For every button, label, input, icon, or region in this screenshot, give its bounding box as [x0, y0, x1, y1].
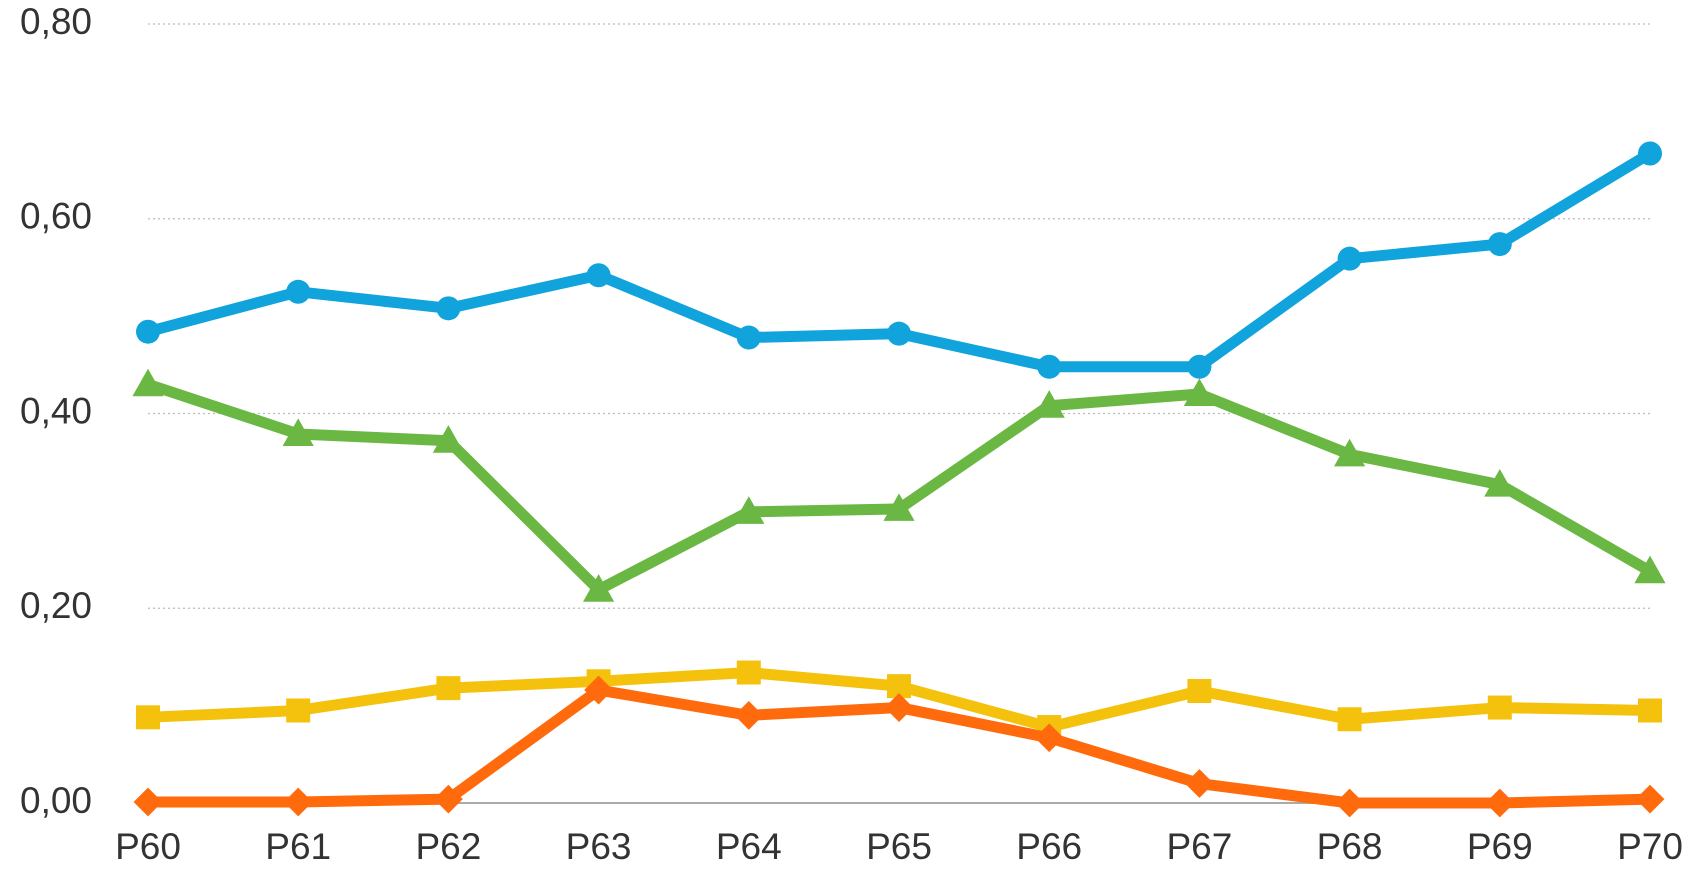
marker	[887, 321, 911, 346]
marker	[1484, 468, 1516, 497]
marker	[586, 263, 611, 288]
marker	[136, 705, 160, 730]
x-tick-label: P61	[265, 826, 331, 867]
marker	[1183, 378, 1215, 407]
marker	[283, 787, 313, 817]
y-tick-label: 0,40	[20, 390, 92, 431]
marker	[733, 496, 765, 524]
marker	[432, 425, 464, 453]
marker	[1033, 390, 1065, 418]
marker	[1034, 723, 1064, 753]
marker	[436, 296, 461, 321]
x-tick-label: P64	[716, 826, 782, 867]
marker	[1634, 555, 1666, 584]
marker	[734, 700, 764, 730]
marker	[136, 319, 160, 344]
marker	[883, 493, 915, 521]
marker	[436, 676, 461, 701]
marker	[1037, 354, 1062, 379]
marker	[736, 660, 761, 685]
y-tick-label: 0,60	[20, 196, 92, 237]
marker	[884, 693, 914, 722]
marker	[1335, 788, 1364, 818]
x-tick-label: P62	[415, 826, 481, 867]
marker	[1487, 695, 1512, 720]
marker	[1485, 788, 1515, 818]
y-tick-label: 0,00	[20, 780, 92, 821]
y-tick-label: 0,80	[20, 1, 92, 42]
marker	[1638, 141, 1662, 166]
marker	[1185, 769, 1214, 798]
marker	[434, 784, 463, 814]
marker	[1337, 707, 1362, 732]
marker	[282, 418, 314, 446]
marker	[736, 325, 761, 350]
x-tick-label: P70	[1617, 826, 1683, 867]
marker	[133, 787, 163, 817]
x-tick-label: P66	[1016, 826, 1082, 867]
marker	[286, 279, 311, 304]
marker	[1638, 698, 1662, 723]
x-tick-label: P69	[1467, 826, 1533, 867]
marker	[1187, 354, 1212, 379]
x-tick-label: P65	[866, 826, 932, 867]
marker	[583, 574, 615, 602]
marker	[1337, 246, 1362, 271]
marker	[1187, 679, 1212, 704]
marker	[132, 368, 164, 397]
marker	[1487, 232, 1512, 257]
marker	[286, 698, 311, 723]
y-tick-label: 0,20	[20, 585, 92, 626]
x-tick-label: P63	[566, 826, 632, 867]
series-line	[146, 379, 1653, 596]
x-tick-label: P67	[1166, 826, 1232, 867]
marker	[1635, 784, 1665, 814]
x-tick-label: P60	[115, 826, 181, 867]
x-tick-label: P68	[1317, 826, 1383, 867]
marker	[584, 675, 613, 705]
marker	[1334, 438, 1366, 467]
